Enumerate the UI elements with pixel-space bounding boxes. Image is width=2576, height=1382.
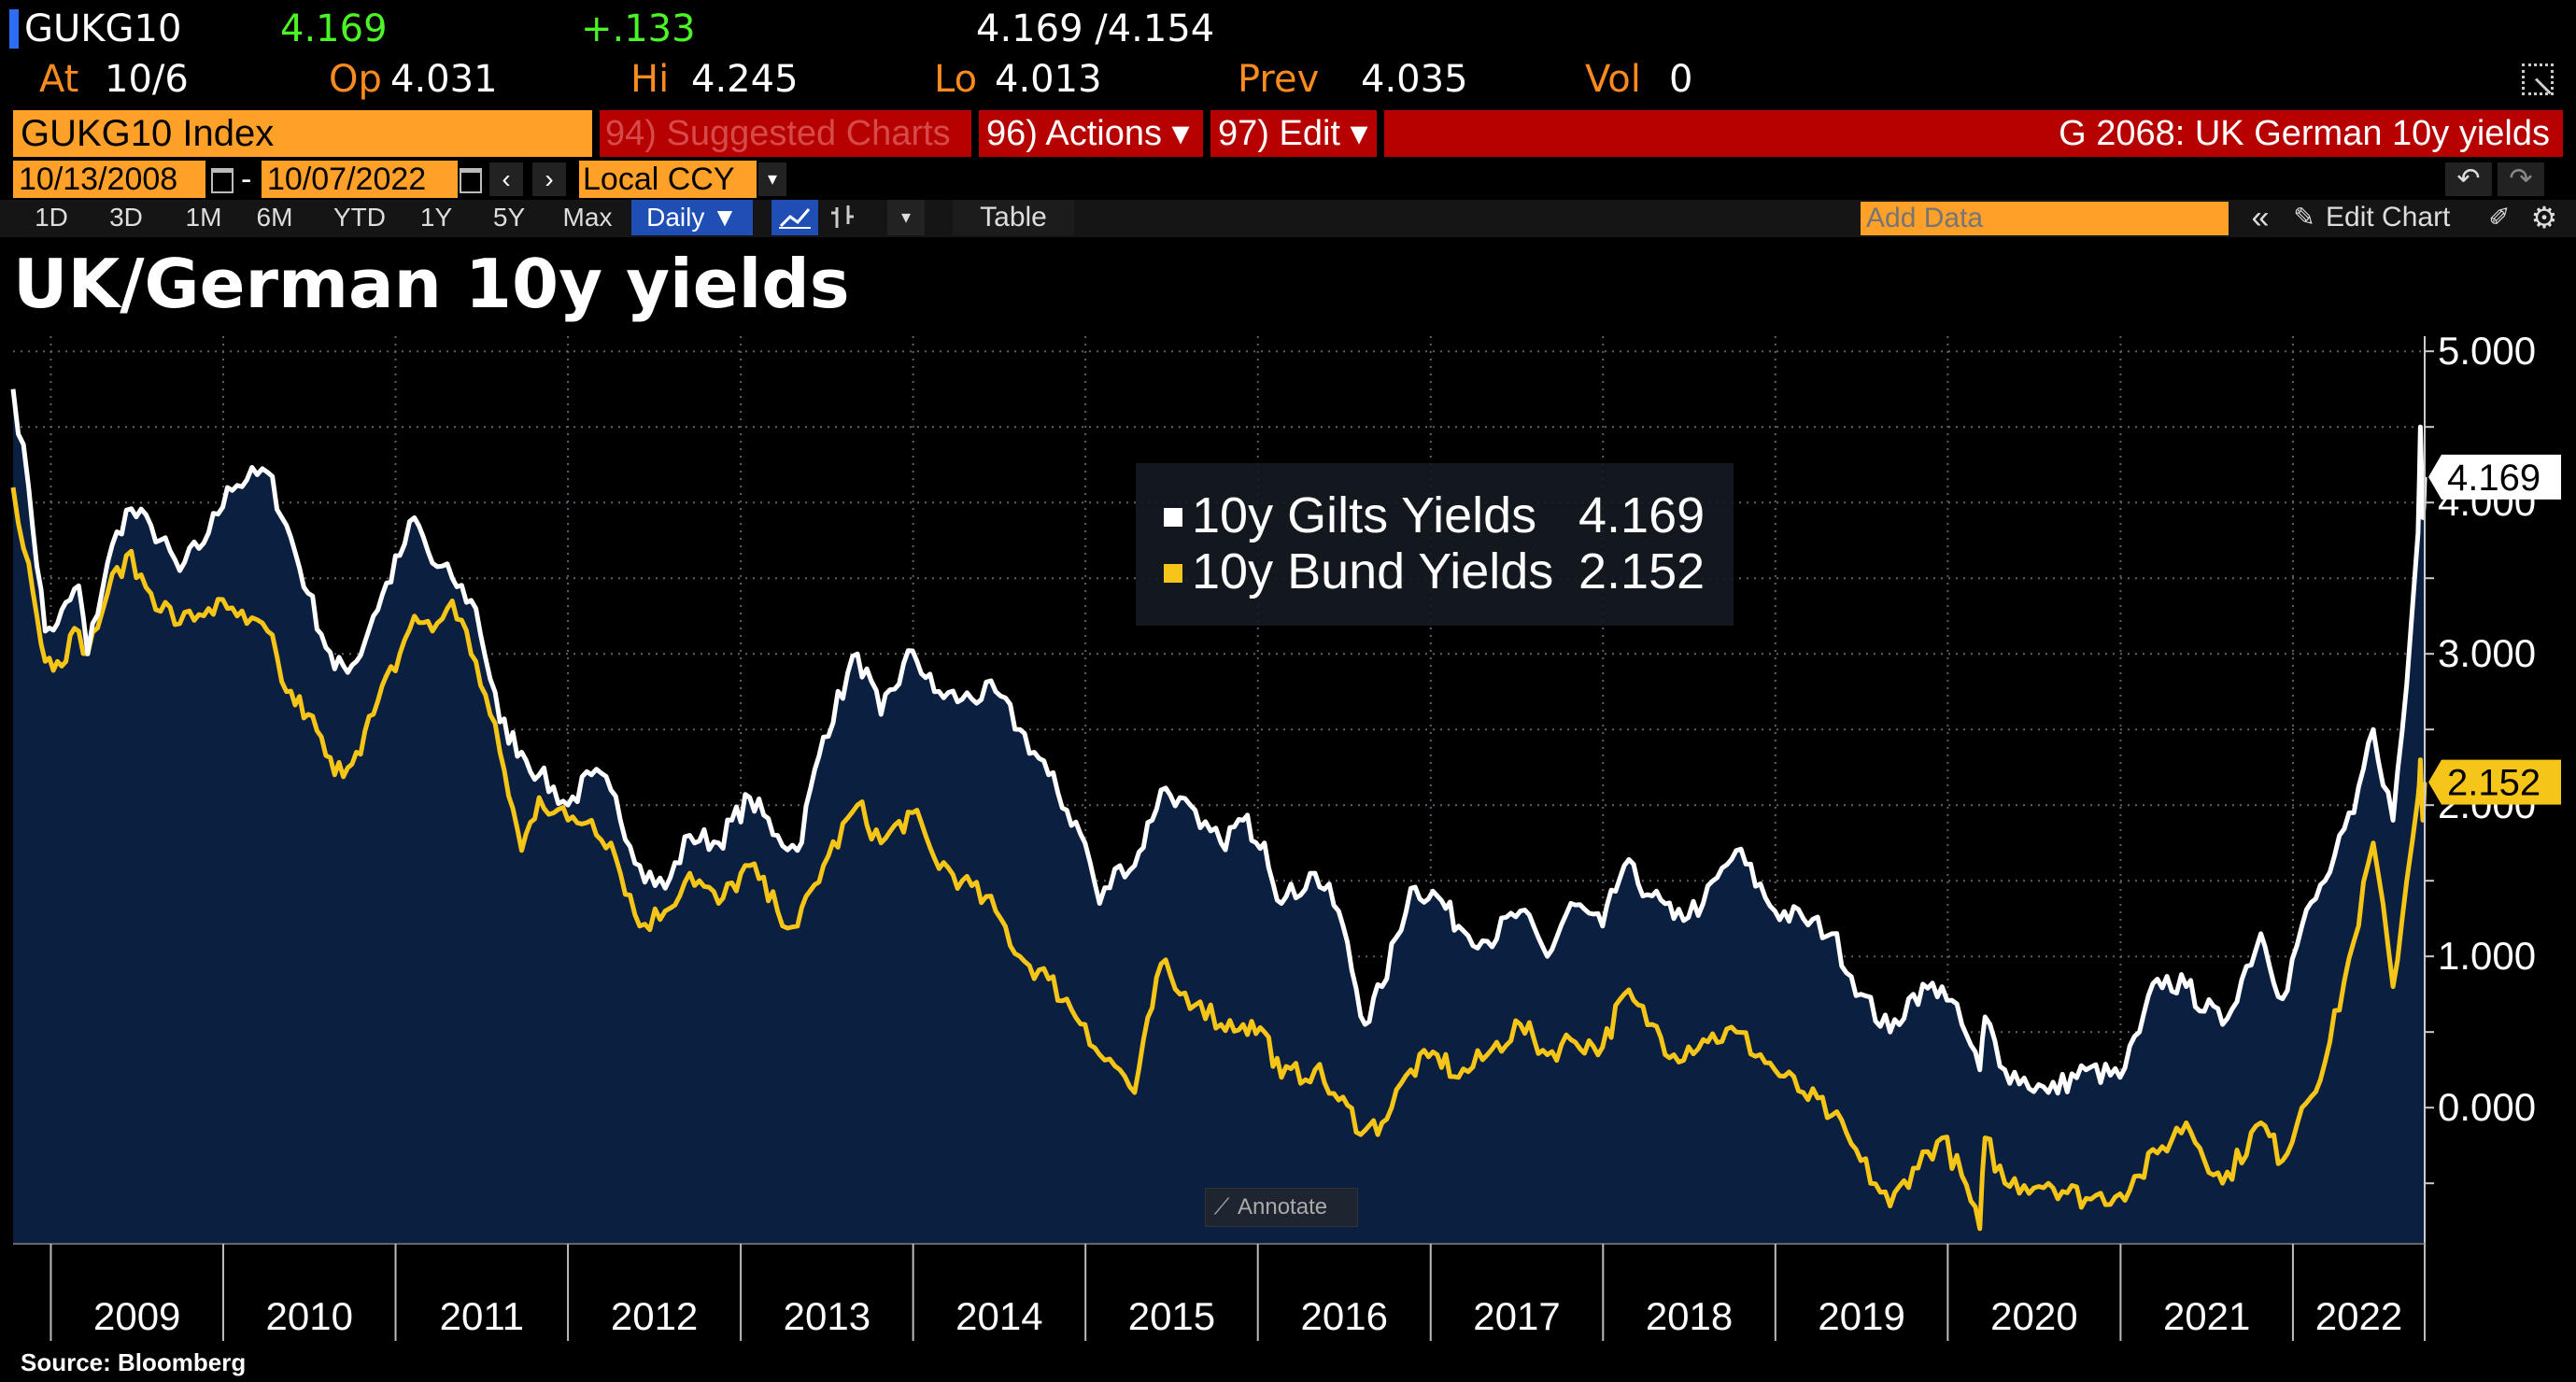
security-field[interactable]: GUKG10 Index	[13, 110, 592, 157]
frequency-select[interactable]: Daily ▼	[631, 200, 753, 235]
chart-toolbar: 1D 3D 1M 6M YTD 1Y 5Y Max Daily ▼ ▾ Table « ✎ E…	[0, 200, 2576, 237]
quote-row: GUKG10 4.169 +.133 4.169 /4.154	[0, 7, 2576, 52]
x-tick-label: 2022	[2315, 1294, 2402, 1338]
range-separator: -	[241, 162, 252, 197]
next-period-button[interactable]: ›	[532, 162, 566, 196]
currency-select[interactable]: Local CCY	[579, 161, 757, 198]
open-value: 4.031	[390, 58, 498, 101]
gilt-last-value: 4.169	[2447, 458, 2541, 499]
bund-last-value: 2.152	[2447, 763, 2541, 804]
x-tick-label: 2009	[93, 1294, 180, 1338]
legend-gilt-swatch	[1164, 508, 1182, 527]
start-date-field[interactable]: 10/13/2008	[13, 161, 205, 198]
gilts-area	[13, 388, 2425, 1244]
menu-bar: GUKG10 Index 94) Suggested Charts 96) Ac…	[0, 110, 2576, 157]
period-button-max[interactable]: Max	[562, 203, 613, 232]
actions-menu[interactable]: 96) Actions ▾	[979, 110, 1203, 157]
x-tick-label: 2019	[1818, 1294, 1904, 1338]
legend-bund-name: 10y Bund Yields	[1192, 543, 1553, 599]
x-tick-label: 2017	[1473, 1294, 1560, 1338]
gilt-yield-line	[10, 388, 2427, 1096]
prev-period-button[interactable]: ‹	[489, 162, 523, 196]
at-label: At	[39, 58, 79, 101]
period-button-1y[interactable]: 1Y	[419, 203, 453, 232]
prev-value: 4.035	[1361, 58, 1468, 101]
period-button-5y[interactable]: 5Y	[492, 203, 526, 232]
high-label: Hi	[630, 58, 670, 101]
pencil-icon[interactable]: ✎	[2293, 203, 2315, 232]
bund-yield-line	[10, 487, 2427, 1232]
legend: 10y Gilts Yields 4.169 10y Bund Yields 2…	[1136, 463, 1734, 626]
annotate-icon: ⟋	[1213, 1194, 1230, 1220]
y-tick-label: 0.000	[2438, 1085, 2536, 1129]
x-tick-label: 2014	[955, 1294, 1042, 1338]
edit-menu[interactable]: 97) Edit ▾	[1210, 110, 1377, 157]
open-label: Op	[329, 58, 382, 101]
x-tick-label: 2016	[1301, 1294, 1388, 1338]
vol-label: Vol	[1585, 58, 1641, 101]
x-tick-label: 2020	[1990, 1294, 2077, 1338]
at-value: 10/6	[105, 58, 189, 101]
x-tick-label: 2011	[440, 1294, 524, 1338]
period-button-ytd[interactable]: YTD	[333, 203, 386, 232]
period-button-3d[interactable]: 3D	[109, 203, 143, 232]
period-button-1d[interactable]: 1D	[35, 203, 68, 232]
undo-icon[interactable]: ↶	[2445, 162, 2492, 196]
legend-gilt-value: 4.169	[1578, 487, 1705, 543]
chart-settings-icon[interactable]: ✐	[2488, 203, 2511, 232]
popout-icon[interactable]	[2522, 63, 2554, 95]
redo-icon[interactable]: ↷	[2498, 162, 2544, 196]
currency-dropdown-icon[interactable]: ▾	[758, 162, 786, 196]
vol-value: 0	[1669, 58, 1693, 101]
gilt-last-tag: 4.169	[2428, 454, 2561, 500]
edit-chart-button[interactable]: Edit Chart	[2326, 202, 2451, 233]
line-chart-icon[interactable]	[771, 200, 818, 235]
x-tick-label: 2012	[611, 1294, 698, 1338]
x-tick-label: 2018	[1646, 1294, 1733, 1338]
chart-type-dropdown-icon[interactable]: ▾	[887, 200, 925, 235]
suggested-charts-menu[interactable]: 94) Suggested Charts	[600, 110, 971, 157]
start-calendar-icon[interactable]	[211, 168, 234, 193]
gear-icon[interactable]: ⚙	[2530, 201, 2558, 234]
ticker: GUKG10	[24, 7, 182, 50]
x-tick-label: 2015	[1128, 1294, 1215, 1338]
x-axis: 2009 2010 2011 2012 2013 2014 2015 2016 2017 2018…	[13, 1243, 2426, 1341]
period-button-6m[interactable]: 6M	[256, 203, 293, 232]
add-data-input[interactable]	[1861, 202, 2229, 235]
period-button-1m[interactable]: 1M	[185, 203, 222, 232]
low-label: Lo	[934, 58, 978, 101]
net-change: +.133	[581, 7, 696, 50]
function-title: G 2068: UK German 10y yields	[1384, 110, 2563, 157]
legend-gilt-name: 10y Gilts Yields	[1192, 487, 1536, 543]
end-calendar-icon[interactable]	[460, 168, 482, 193]
bid-ask: 4.169 /4.154	[976, 7, 1215, 50]
prev-label: Prev	[1238, 58, 1320, 101]
annotate-label: Annotate	[1238, 1194, 1328, 1220]
source-note: Source: Bloomberg	[21, 1348, 247, 1376]
chart-title: UK/German 10y yields	[13, 245, 850, 323]
x-tick-label: 2010	[266, 1294, 353, 1338]
y-tick-label: 3.000	[2438, 631, 2536, 675]
low-value: 4.013	[995, 58, 1102, 101]
legend-bund-value: 2.152	[1578, 543, 1705, 599]
annotate-button[interactable]: ⟋ Annotate	[1205, 1188, 1358, 1227]
bund-last-tag: 2.152	[2428, 759, 2561, 805]
collapse-icon[interactable]: «	[2251, 200, 2270, 235]
bar-chart-icon[interactable]	[824, 200, 865, 235]
table-button[interactable]: Table	[953, 200, 1074, 235]
ticker-marker	[9, 9, 19, 49]
high-value: 4.245	[691, 58, 799, 101]
y-tick-label: 5.000	[2438, 329, 2536, 373]
legend-bund-swatch	[1164, 564, 1182, 583]
y-tick-label: 1.000	[2438, 934, 2536, 978]
x-tick-label: 2021	[2163, 1294, 2250, 1338]
end-date-field[interactable]: 10/07/2022	[262, 161, 458, 198]
date-range-row: 10/13/2008 - 10/07/2022 ‹ › Local CCY ▾ …	[0, 161, 2576, 200]
x-tick-label: 2013	[784, 1294, 870, 1338]
stats-row: At 10/6 Op 4.031 Hi 4.245 Lo 4.013 Prev …	[0, 58, 2576, 103]
last-price: 4.169	[280, 7, 388, 50]
